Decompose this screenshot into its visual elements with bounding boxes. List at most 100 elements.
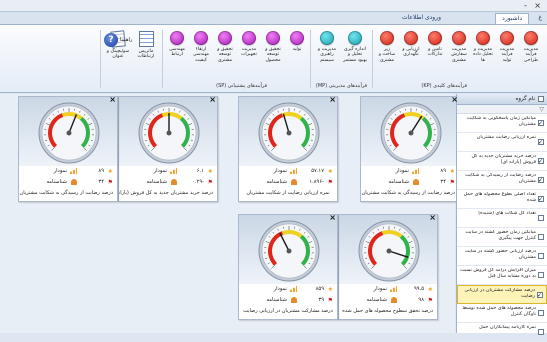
ribbon-separator [310, 30, 311, 88]
help-button[interactable]: ? راهنما [104, 33, 134, 47]
bar-chart-icon[interactable] [290, 286, 297, 292]
red-circle-icon [476, 31, 490, 45]
chart-link[interactable]: نمودار [274, 286, 287, 292]
stats-row: ⚑ -۰.۲۹ شناسنامه [119, 177, 217, 188]
card-title: درصد رضایت از رسیدگی به شکایت مشتریان [19, 188, 117, 201]
bar-chart-icon[interactable] [412, 168, 419, 174]
kpi-label: درصد مشارکت مشتریان در ارزیابی رضایت [461, 288, 535, 304]
kp-button-1[interactable]: مدیریت فرآیند طراحی [521, 31, 541, 63]
close-card-button[interactable]: × [329, 97, 336, 104]
kpi-list-item[interactable]: میزان افزایش درآمد کل فروش نسبت به دوره … [457, 266, 547, 285]
group-label-sp: فرآیندهای پشتیبانی (SP) [216, 83, 267, 89]
sp-button-3[interactable]: مدیریت تجهیزات [239, 31, 259, 58]
kpi-list-item[interactable]: ✓میانگین زمان پاسخگویی به شکایت مشتریان [457, 114, 547, 133]
kpi-list-item[interactable]: تعداد کل شکات های (شنیده) [457, 209, 547, 228]
kpi-list-item[interactable]: ✓نمره ارزیابی رضایت مشتریان [457, 133, 547, 152]
checkbox[interactable] [538, 310, 544, 316]
minimize-button[interactable]: - [524, 1, 527, 10]
star-icon: ★ [428, 286, 433, 293]
checkbox[interactable] [538, 253, 544, 259]
star-icon: ★ [450, 168, 455, 175]
kpi-list-item[interactable]: میانگین زمان حضور گشته در سایت کنترل جهت… [457, 228, 547, 247]
checkbox[interactable]: ✓ [538, 158, 544, 164]
value-flag: -۱.۸۹۶ [309, 179, 324, 185]
kp-button-4[interactable]: مدیریت سفارش مشتری [449, 31, 469, 63]
tab-dashboard[interactable]: داشبورد [495, 13, 529, 24]
chart-link[interactable]: نمودار [274, 168, 287, 174]
sp-button-6[interactable]: مهندسی ارتباط [167, 31, 187, 58]
star-icon: ★ [328, 168, 333, 175]
checkbox[interactable] [538, 272, 544, 278]
matrix-button[interactable]: ماتریس ارتباطات [133, 31, 159, 60]
id-card-icon[interactable] [413, 179, 419, 185]
kpi-list-item[interactable]: ✓درصد مشارکت مشتریان در ارزیابی رضایت [457, 285, 547, 304]
mp-button-2[interactable]: مدیریت و راهبری سیستم [315, 31, 339, 63]
sp-button-2[interactable]: تحقیق و توسعه محصول [263, 31, 283, 63]
kpi-list-item[interactable]: ✓تعداد اصلی بطوع محصوله های حمل شده [457, 190, 547, 209]
chart-link[interactable]: نمودار [396, 168, 409, 174]
tab-other[interactable]: غ [535, 13, 545, 24]
id-card-link[interactable]: شناسنامه [146, 179, 167, 185]
kp-button-3[interactable]: مدیریت و تحلیل داده ها [473, 31, 493, 63]
mp-button-1[interactable]: اندازه گیری تحلیل و بهبود مستمر [343, 31, 367, 63]
chart-link[interactable]: نمودار [374, 286, 387, 292]
gauge-dial [361, 97, 459, 166]
filter-row[interactable]: ▽ [457, 105, 547, 114]
id-card-link[interactable]: شناسنامه [366, 297, 387, 303]
bar-chart-icon[interactable] [290, 168, 297, 174]
sp-button-1[interactable]: تولید [287, 31, 307, 52]
checkbox[interactable] [538, 329, 544, 335]
sp-button-5[interactable]: ارتقاء مهندسی کیفیت [191, 31, 211, 63]
id-card-icon[interactable] [291, 297, 297, 303]
id-card-link[interactable]: شناسنامه [388, 179, 409, 185]
stats-row: ★ ۶.۱ نمودار [119, 166, 217, 177]
checkbox[interactable] [538, 234, 544, 240]
chart-link[interactable]: نمودار [154, 168, 167, 174]
close-button[interactable]: × [534, 1, 541, 10]
gauge-card: × ★ ۵۷.۱۷ نمودار ⚑ -۱.۸۹۶ شناسنامه [238, 96, 338, 202]
close-card-button[interactable]: × [109, 97, 116, 104]
select-all-checkbox[interactable] [538, 96, 544, 102]
checkbox[interactable]: ✓ [538, 120, 544, 126]
checkbox[interactable]: ✓ [538, 177, 544, 183]
kpi-list-item[interactable]: ✓درصد خرید مشتریان جدید به کل فروش (یارا… [457, 152, 547, 171]
close-card-button[interactable]: × [451, 97, 458, 104]
id-card-icon[interactable] [391, 297, 397, 303]
tab-data-entry[interactable]: ورودی اطلاعات [396, 13, 447, 24]
stats-row: ⚑ ۳۴ شناسنامه [361, 177, 459, 188]
id-card-icon[interactable] [71, 179, 77, 185]
kp-button-5[interactable]: تامین و تدارکات [425, 31, 445, 58]
kpi-list: ✓میانگین زمان پاسخگویی به شکایت مشتریان✓… [457, 114, 547, 342]
bar-chart-icon[interactable] [70, 168, 77, 174]
gauge-dial [339, 215, 437, 284]
kp-button-6[interactable]: ارزیابی و نگهداری [401, 31, 421, 58]
chart-link[interactable]: نمودار [54, 168, 67, 174]
id-card-icon[interactable] [171, 179, 177, 185]
id-card-link[interactable]: شناسنامه [266, 297, 287, 303]
kp-button-7[interactable]: زیر ساخت و مشتری [377, 31, 397, 63]
value-star: ۸۹ [98, 168, 104, 174]
id-card-icon[interactable] [291, 179, 297, 185]
bar-chart-icon[interactable] [170, 168, 177, 174]
kpi-list-item[interactable]: ✓درصد رضایت از رسیدگی به شکایت مشتریان [457, 171, 547, 190]
card-title: نمره ارزیابی رضایت از شکایت مشتریان [239, 188, 337, 201]
stats-row: ⚑ ۳۴ شناسنامه [19, 177, 117, 188]
checkbox[interactable]: ✓ [538, 196, 544, 202]
ribbon: مدیریت فرآیند طراحی مدیریت فرآیند تولید … [0, 25, 547, 93]
sp-button-4[interactable]: تحقیق و توسعه مشتری [215, 31, 235, 63]
kpi-list-item[interactable]: درصد ارزیابی حضور گشته در سایت مشتریان [457, 247, 547, 266]
tab-strip: ورودی اطلاعات داشبورد غ [0, 12, 547, 25]
kpi-list-item[interactable]: درصد محصوله های حمل شده توسط ناوگان کنتر… [457, 304, 547, 323]
checkbox[interactable] [538, 215, 544, 221]
id-card-link[interactable]: شناسنامه [46, 179, 67, 185]
close-card-button[interactable]: × [209, 97, 216, 104]
kp-button-2[interactable]: مدیریت فرآیند تولید [497, 31, 517, 63]
bar-chart-icon[interactable] [390, 286, 397, 292]
close-card-button[interactable]: × [329, 215, 336, 222]
close-card-button[interactable]: × [429, 215, 436, 222]
stats-row: ⚑ -۱.۸۹۶ شناسنامه [239, 177, 337, 188]
gauge-dial [239, 97, 337, 166]
checkbox[interactable]: ✓ [537, 292, 543, 298]
id-card-link[interactable]: شناسنامه [266, 179, 287, 185]
checkbox[interactable]: ✓ [538, 139, 544, 145]
